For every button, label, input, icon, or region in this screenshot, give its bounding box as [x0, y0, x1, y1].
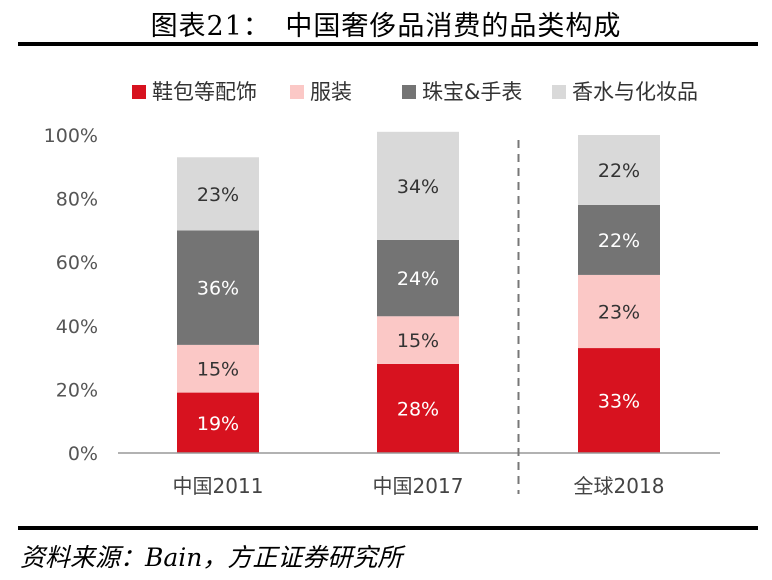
- y-axis: 0% 20% 40% 60% 80% 100%: [44, 125, 98, 465]
- legend-label: 服装: [310, 80, 352, 104]
- bars: 19% 15% 36% 23% 28% 15% 24% 34% 33% 23% 22% 22%: [177, 131, 660, 453]
- bar-segment: [377, 316, 459, 364]
- data-label: 15%: [397, 330, 439, 352]
- legend-swatch: [552, 85, 566, 99]
- data-label: 24%: [397, 268, 439, 290]
- bar-segment: [177, 157, 259, 231]
- legend-swatch: [132, 85, 146, 99]
- chart-title: 图表21： 中国奢侈品消费的品类构成: [150, 11, 622, 42]
- y-tick-label: 0%: [68, 443, 98, 465]
- legend-label: 珠宝&手表: [422, 80, 522, 104]
- bar-segment: [578, 204, 660, 275]
- data-label: 15%: [197, 359, 239, 381]
- legend-label: 香水与化妆品: [572, 80, 698, 104]
- data-label: 34%: [397, 176, 439, 198]
- bar-segment: [377, 363, 459, 453]
- bar-segment: [578, 135, 660, 205]
- data-label: 19%: [197, 413, 239, 435]
- x-tick-label: 中国2011: [173, 474, 264, 498]
- legend-swatch: [402, 85, 416, 99]
- data-label: 23%: [197, 184, 239, 206]
- source-rule: [18, 526, 758, 530]
- bar-segment: [177, 344, 259, 393]
- data-label: 22%: [598, 230, 640, 252]
- bar-segment: [377, 131, 459, 240]
- y-tick-label: 60%: [56, 252, 98, 274]
- data-label: 28%: [397, 398, 439, 420]
- y-tick-label: 20%: [56, 379, 98, 401]
- y-tick-label: 100%: [44, 125, 98, 147]
- data-label: 33%: [598, 391, 640, 413]
- x-tick-label: 全球2018: [574, 474, 665, 498]
- data-label: 36%: [197, 278, 239, 300]
- legend: 鞋包等配饰 服装 珠宝&手表 香水与化妆品: [132, 80, 698, 104]
- y-tick-label: 40%: [56, 316, 98, 338]
- y-tick-label: 80%: [56, 189, 98, 211]
- data-label: 22%: [598, 160, 640, 182]
- x-axis: 中国2011 中国2017 全球2018: [118, 140, 720, 498]
- source-note: 资料来源：Bain，方正证券研究所: [20, 543, 403, 572]
- data-label: 23%: [598, 301, 640, 323]
- title-rule: [18, 42, 758, 46]
- stacked-bar-chart: 鞋包等配饰 服装 珠宝&手表 香水与化妆品 0% 20% 40% 60% 80% 100% 19…: [44, 80, 720, 498]
- bar-segment: [177, 230, 259, 345]
- bar-segment: [177, 392, 259, 453]
- x-tick-label: 中国2017: [373, 474, 464, 498]
- legend-label: 鞋包等配饰: [152, 80, 257, 104]
- bar-segment: [377, 239, 459, 317]
- bar-segment: [578, 274, 660, 349]
- bar-segment: [578, 348, 660, 453]
- legend-swatch: [290, 85, 304, 99]
